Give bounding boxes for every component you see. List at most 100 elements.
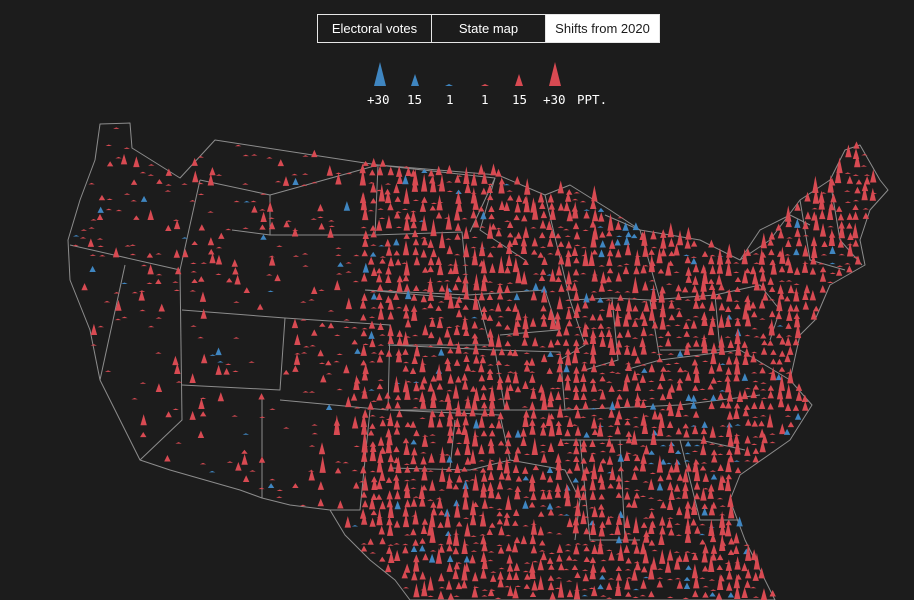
rep-shift-marker bbox=[741, 248, 748, 265]
rep-shift-marker bbox=[452, 568, 459, 580]
rep-shift-marker bbox=[589, 197, 597, 210]
rep-shift-marker bbox=[846, 175, 854, 184]
rep-shift-marker bbox=[556, 403, 564, 418]
rep-shift-marker bbox=[549, 290, 556, 293]
rep-shift-marker bbox=[631, 429, 638, 445]
rep-shift-marker bbox=[376, 283, 384, 291]
rep-shift-marker bbox=[682, 468, 689, 483]
rep-shift-marker bbox=[173, 289, 181, 291]
rep-shift-marker bbox=[580, 491, 587, 501]
rep-shift-marker bbox=[614, 345, 622, 355]
rep-shift-marker bbox=[573, 455, 580, 462]
rep-shift-marker bbox=[606, 300, 613, 318]
rep-shift-marker bbox=[385, 214, 393, 229]
rep-shift-marker bbox=[554, 232, 562, 239]
rep-shift-marker bbox=[446, 433, 454, 444]
rep-shift-marker bbox=[615, 492, 623, 498]
rep-shift-marker bbox=[675, 534, 683, 536]
rep-shift-marker bbox=[395, 456, 402, 474]
rep-shift-marker bbox=[439, 466, 446, 482]
dem-shift-marker bbox=[447, 555, 454, 562]
rep-shift-marker bbox=[410, 454, 417, 465]
dem-shift-marker bbox=[614, 238, 621, 246]
rep-shift-marker bbox=[413, 555, 420, 572]
rep-shift-marker bbox=[430, 202, 438, 204]
rep-shift-marker bbox=[269, 478, 276, 481]
rep-shift-marker bbox=[438, 544, 445, 553]
rep-shift-marker bbox=[623, 544, 630, 553]
rep-shift-marker bbox=[479, 354, 486, 357]
rep-shift-marker bbox=[758, 420, 765, 427]
tab-state-map[interactable]: State map bbox=[432, 14, 546, 43]
rep-shift-marker bbox=[359, 163, 366, 174]
rep-shift-marker bbox=[200, 262, 207, 264]
dem-shift-marker bbox=[547, 351, 554, 357]
rep-shift-marker bbox=[623, 450, 631, 462]
rep-shift-marker bbox=[684, 341, 692, 348]
rep-shift-marker bbox=[600, 271, 607, 284]
rep-shift-marker bbox=[667, 402, 674, 417]
rep-shift-marker bbox=[472, 473, 479, 491]
rep-shift-marker bbox=[759, 414, 767, 417]
rep-shift-marker bbox=[633, 543, 640, 554]
rep-shift-marker bbox=[165, 411, 172, 418]
rep-shift-marker bbox=[395, 226, 403, 228]
rep-shift-marker bbox=[469, 511, 477, 526]
rep-shift-marker bbox=[564, 459, 571, 462]
dem-shift-marker bbox=[693, 444, 701, 447]
rep-shift-marker bbox=[583, 210, 590, 219]
rep-shift-marker bbox=[675, 307, 682, 310]
rep-shift-marker bbox=[598, 264, 605, 267]
rep-shift-marker bbox=[130, 199, 137, 202]
rep-shift-marker bbox=[318, 222, 325, 230]
rep-shift-marker bbox=[673, 483, 681, 492]
rep-shift-marker bbox=[478, 374, 485, 382]
rep-shift-marker bbox=[182, 248, 189, 258]
rep-shift-marker bbox=[591, 505, 598, 518]
rep-shift-marker bbox=[793, 304, 800, 312]
rep-shift-marker bbox=[547, 193, 555, 203]
rep-shift-marker bbox=[438, 301, 445, 303]
rep-shift-marker bbox=[529, 401, 536, 411]
rep-shift-marker bbox=[599, 231, 606, 238]
rep-shift-marker bbox=[685, 226, 692, 240]
rep-shift-marker bbox=[461, 562, 468, 581]
dem-shift-marker bbox=[683, 459, 691, 462]
rep-shift-marker bbox=[404, 465, 411, 473]
rep-shift-marker bbox=[634, 249, 641, 266]
rep-shift-marker bbox=[274, 180, 282, 183]
rep-shift-marker bbox=[428, 169, 435, 177]
rep-shift-marker bbox=[454, 417, 461, 428]
rep-shift-marker bbox=[759, 388, 767, 391]
rep-shift-marker bbox=[555, 264, 563, 276]
rep-shift-marker bbox=[676, 506, 683, 516]
rep-shift-marker bbox=[231, 415, 238, 417]
dem-shift-marker bbox=[471, 316, 478, 319]
dem-shift-marker bbox=[404, 289, 412, 300]
rep-shift-marker bbox=[393, 446, 400, 453]
rep-shift-marker bbox=[495, 372, 503, 374]
rep-shift-marker bbox=[556, 543, 563, 553]
rep-shift-marker bbox=[276, 245, 283, 247]
rep-shift-marker bbox=[369, 517, 376, 527]
rep-shift-marker bbox=[665, 283, 673, 285]
tab-electoral-votes[interactable]: Electoral votes bbox=[317, 14, 432, 43]
dem-shift-marker bbox=[292, 177, 299, 185]
rep-shift-marker bbox=[768, 231, 776, 240]
rep-shift-marker bbox=[308, 299, 315, 301]
rep-shift-marker bbox=[148, 164, 155, 166]
rep-shift-marker bbox=[209, 167, 216, 176]
rep-shift-marker bbox=[835, 268, 843, 276]
rep-shift-marker bbox=[631, 369, 639, 381]
tab-shifts-from-2020[interactable]: Shifts from 2020 bbox=[546, 14, 660, 43]
rep-shift-marker bbox=[580, 457, 587, 464]
rep-shift-marker bbox=[189, 200, 196, 202]
rep-shift-marker bbox=[235, 461, 242, 471]
rep-shift-marker bbox=[768, 286, 776, 293]
rep-shift-marker bbox=[759, 439, 766, 453]
rep-shift-marker bbox=[539, 231, 546, 239]
rep-shift-marker bbox=[751, 327, 758, 330]
rep-shift-marker bbox=[129, 253, 137, 256]
rep-shift-marker bbox=[181, 183, 188, 185]
rep-shift-marker bbox=[699, 523, 706, 526]
